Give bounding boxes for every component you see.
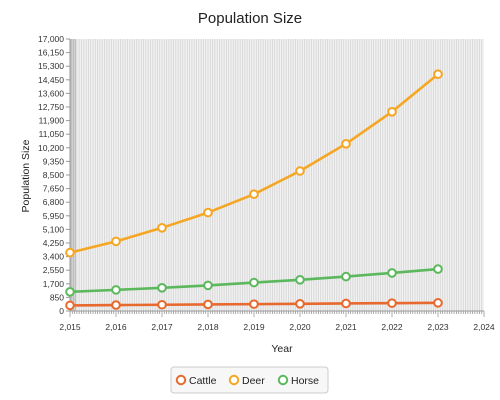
data-point-cattle: [249, 299, 259, 309]
x-tick-label: 2,020: [289, 322, 311, 332]
x-tick-label: 2,018: [197, 322, 219, 332]
y-tick-label: 13,600: [38, 88, 64, 98]
y-tick-label: 8,500: [43, 170, 65, 180]
x-tick-label: 2,015: [59, 322, 81, 332]
legend-box: [170, 366, 329, 394]
data-point-deer: [157, 223, 167, 233]
data-point-deer: [249, 189, 259, 199]
legend-label-deer: Deer: [242, 375, 265, 387]
data-point-cattle: [295, 299, 305, 309]
x-tick-label: 2,017: [151, 322, 173, 332]
x-tick-labels: 2,015 2,016 2,017 2,018 2,019 2,020 2,021 2,022…: [59, 311, 495, 332]
y-tick-label: 6,800: [43, 197, 65, 207]
data-point-cattle: [203, 299, 213, 310]
x-tick-label: 2,021: [335, 322, 357, 332]
data-point-cattle: [157, 299, 167, 310]
data-point-horse: [249, 277, 259, 288]
y-tick-label: 11,050: [39, 129, 65, 139]
y-tick-label: 9,350: [43, 156, 65, 166]
y-tick-label: 17,000: [38, 34, 64, 44]
legend-item-horse: Horse: [277, 374, 319, 387]
data-point-horse: [65, 287, 75, 297]
series-lines: [65, 69, 443, 311]
y-tick-label: 2,550: [43, 265, 65, 275]
x-tick-label: 2,022: [381, 322, 403, 332]
legend-marker-horse: [277, 374, 289, 386]
legend-marker-cattle: [175, 374, 187, 386]
y-tick-label: 15,300: [38, 61, 64, 71]
y-tick-label: 5,100: [43, 224, 65, 234]
legend-label-cattle: Cattle: [189, 375, 217, 387]
data-point-cattle: [341, 298, 351, 309]
legend-item-cattle: Cattle: [175, 374, 217, 387]
y-axis-title: Population Size: [20, 139, 32, 212]
y-tick-label: 0: [59, 306, 64, 316]
data-point-cattle: [111, 300, 121, 310]
data-point-deer: [433, 69, 443, 79]
x-axis-title: Year: [271, 343, 293, 355]
data-point-cattle: [387, 298, 397, 308]
x-tick-label: 2,023: [427, 322, 449, 332]
data-point-horse: [203, 280, 213, 291]
data-point-horse: [295, 275, 305, 285]
y-tick-label: 5,950: [43, 211, 65, 221]
y-tick-label: 16,150: [38, 48, 64, 58]
y-tick-label: 10,200: [38, 143, 64, 153]
y-tick-label: 11,900: [39, 116, 65, 126]
y-tick-label: 12,750: [38, 102, 64, 112]
y-tick-label: 14,450: [38, 75, 64, 85]
y-tick-label: 4,250: [43, 238, 65, 248]
plot-left-band: [70, 39, 76, 311]
legend-item-deer: Deer: [228, 374, 265, 387]
data-point-cattle: [65, 300, 75, 311]
x-tick-label: 2,019: [243, 322, 265, 332]
data-point-horse: [111, 285, 121, 295]
grid-lines: [71, 39, 483, 311]
data-point-horse: [341, 271, 351, 282]
data-point-horse: [433, 264, 443, 274]
y-tick-labels: 0 850 1,700 2,550 3,400 4,250 5,100 5,950 6,800 7…: [38, 34, 70, 316]
data-point-deer: [341, 139, 351, 149]
y-tick-label: 7,650: [43, 184, 65, 194]
data-point-deer: [111, 236, 121, 247]
data-point-deer: [387, 107, 397, 117]
y-tick-label: 1,700: [43, 279, 65, 289]
data-point-horse: [157, 283, 167, 293]
data-point-deer: [295, 166, 305, 176]
legend: Cattle Deer Horse: [170, 366, 329, 394]
series-cattle: [65, 298, 443, 311]
legend-label-horse: Horse: [291, 375, 319, 387]
chart-title: Population Size: [198, 10, 302, 27]
data-point-deer: [65, 247, 75, 258]
y-tick-label: 850: [50, 292, 64, 302]
series-deer: [65, 69, 443, 258]
series-horse: [65, 264, 443, 297]
data-point-cattle: [433, 298, 443, 308]
data-point-deer: [203, 207, 213, 218]
x-tick-label: 2,016: [105, 322, 127, 332]
data-point-horse: [387, 268, 397, 278]
legend-marker-deer: [228, 374, 240, 386]
y-tick-label: 3,400: [43, 252, 65, 262]
x-tick-label: 2,024: [473, 322, 495, 332]
